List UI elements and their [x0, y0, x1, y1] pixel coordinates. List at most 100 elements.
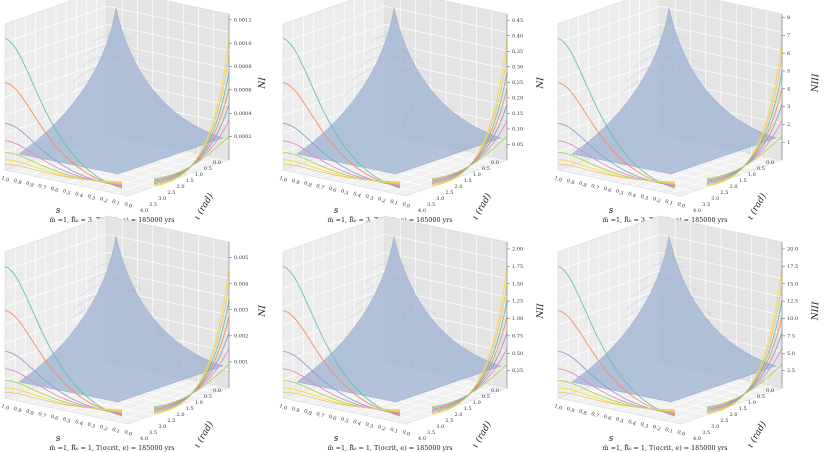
gridline [30, 160, 154, 188]
z-ticks: 0.25 0.50 0.75 1.00 1.25 1.50 1.75 2.00 [506, 242, 523, 388]
s-ticks: 1.0 0.9 0.8 0.7 0.6 0.5 0.4 0.3 0.2 0.1 0.0 [553, 175, 686, 210]
projection-curve [431, 88, 508, 183]
s-ticks: 1.0 0.9 0.8 0.7 0.6 0.5 0.4 0.3 0.2 0.1 0.0 [278, 175, 411, 210]
projection-curve [557, 38, 676, 189]
z-ticks: 2.5 5.0 7.5 10.0 12.5 15.0 17.5 20.0 [781, 242, 798, 388]
projection-curve [706, 284, 783, 414]
s-tick-label: 0.5 [615, 416, 625, 425]
projection-curve [557, 81, 676, 188]
z-tick-label: 0.45 [512, 18, 523, 24]
iota-tick-label: 3.5 [702, 202, 710, 208]
s-tick-label: 0.7 [590, 411, 600, 420]
iota-tick-label: 1.0 [195, 400, 203, 406]
projection-curve [153, 56, 230, 186]
iota-tick-label: 1.0 [748, 172, 756, 178]
x-axis-label: s [609, 206, 614, 216]
projection-curve [706, 120, 783, 181]
projection-curve [706, 364, 783, 408]
projection-curve [153, 300, 230, 413]
z-tick-label: 2.5 [787, 368, 795, 374]
z-tick-label: 2.00 [512, 247, 523, 253]
z-ticks: 0.05 0.10 0.15 0.20 0.25 0.30 0.35 0.40 0.45 [506, 14, 523, 160]
surface-mesh-line [632, 281, 699, 297]
iota-tick-label: 3.0 [436, 424, 444, 430]
z-tick-label: 1.50 [512, 281, 523, 287]
right-projection-curves [706, 268, 783, 415]
iota-tick-label: 2.0 [177, 184, 185, 190]
projection-curve [153, 364, 230, 408]
iota-tick-label: 4.0 [693, 436, 701, 442]
z-tick-label: 0.002 [234, 333, 248, 339]
iota-tick-label: 3.0 [711, 196, 719, 202]
iota-tick-label: 0.0 [213, 160, 221, 166]
iota-tick-label: 3.0 [158, 196, 166, 202]
iota-tick-label: 2.5 [445, 190, 453, 196]
iota-tick-label: 4.0 [418, 208, 426, 214]
z-tick-label: 0.10 [512, 127, 523, 133]
z-tick-label: 4 [787, 86, 790, 92]
s-tick-label: 0.8 [578, 408, 588, 417]
z-tick-label: 0.05 [512, 142, 523, 148]
iota-tick-label: 0.0 [766, 160, 774, 166]
projection-curve [153, 332, 230, 410]
surface-mesh-line [646, 34, 685, 42]
right-projection-curves [153, 40, 230, 187]
iota-tick-label: 3.5 [149, 430, 157, 436]
projection-curve [706, 136, 783, 180]
z-tick-label: 0.004 [234, 281, 248, 287]
z-tick-label: 7.5 [787, 333, 795, 339]
right-projection-curves [431, 40, 508, 187]
s-tick-label: 0.6 [327, 186, 337, 195]
iota-tick-label: 0.5 [204, 166, 212, 172]
surface-mesh-line [364, 272, 417, 283]
left-projection-curves [557, 266, 676, 417]
surface-mesh-line [93, 34, 132, 42]
projection-curve [4, 266, 123, 417]
s-tick-label: 0.4 [352, 419, 362, 428]
projection-curve [153, 268, 230, 415]
iota-tick-label: 1.0 [195, 172, 203, 178]
s-tick-label: 0.6 [327, 414, 337, 423]
s-tick-label: 1.0 [0, 175, 10, 184]
iota-tick-label: 4.0 [418, 436, 426, 442]
y-axis-label: ι (rad) [470, 191, 494, 222]
caption: m̄ =1, R̄₀ = 1, T(σcrit, e) = 185000 yrs [328, 443, 453, 452]
s-tick-label: 0.9 [13, 178, 23, 187]
surface-mesh-line [86, 272, 139, 283]
projection-curve [153, 316, 230, 411]
z-tick-label: 2 [787, 122, 790, 128]
s-tick-label: 0.8 [25, 180, 35, 189]
z-axis-label: NI [258, 305, 268, 318]
z-tick-label: 20.0 [787, 247, 798, 253]
iota-tick-label: 1.0 [473, 172, 481, 178]
iota-tick-label: 3.5 [427, 430, 435, 436]
iota-tick-label: 4.0 [140, 208, 148, 214]
s-tick-label: 0.4 [627, 419, 637, 428]
left-projection-curves [282, 38, 401, 189]
z-tick-label: 0.0010 [234, 41, 252, 47]
s-tick-label: 0.1 [111, 427, 121, 436]
projection-curve [431, 300, 508, 413]
projection-curve [153, 40, 230, 187]
surface [571, 7, 777, 175]
iota-tick-label: 1.5 [739, 406, 747, 412]
surface [296, 235, 502, 403]
projection-curve [706, 56, 783, 186]
y-axis-label: ι (rad) [745, 191, 769, 222]
iota-tick-label: 3.0 [711, 424, 719, 430]
projection-curve [282, 309, 401, 416]
left-projection-curves [557, 38, 676, 189]
iota-tick-label: 2.0 [455, 184, 463, 190]
s-tick-label: 0.7 [37, 183, 47, 192]
projection-curve [431, 40, 508, 187]
surface-mesh [571, 7, 777, 175]
right-projection-curves [431, 268, 508, 415]
iota-tick-label: 0.0 [491, 160, 499, 166]
x-axis-label: s [609, 434, 614, 444]
projection-curve [4, 309, 123, 416]
iota-tick-label: 3.5 [702, 430, 710, 436]
s-ticks: 1.0 0.9 0.8 0.7 0.6 0.5 0.4 0.3 0.2 0.1 0.0 [0, 403, 133, 438]
iota-tick-label: 2.0 [177, 412, 185, 418]
projection-curve [557, 309, 676, 416]
